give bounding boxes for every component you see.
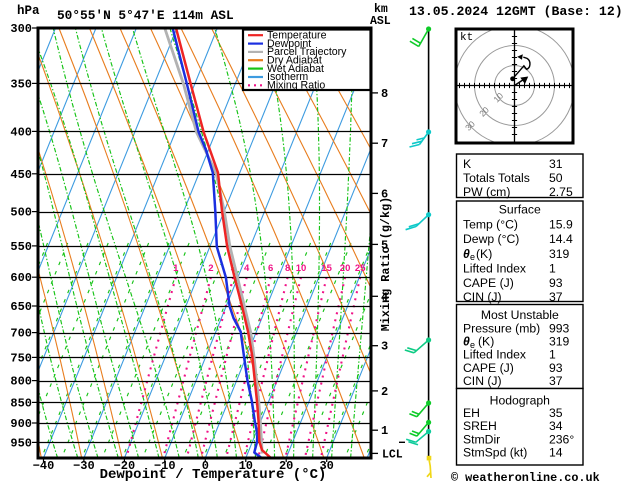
svg-text:700: 700 — [10, 327, 32, 341]
svg-text:800: 800 — [10, 375, 32, 389]
svg-text:8: 8 — [285, 263, 290, 274]
svg-text:31: 31 — [549, 157, 563, 171]
svg-text:14.4: 14.4 — [549, 232, 573, 246]
svg-text:Dewpoint: Dewpoint — [267, 38, 311, 50]
svg-text:4: 4 — [244, 263, 250, 274]
svg-text:EH: EH — [463, 406, 480, 420]
svg-text:−40: −40 — [33, 459, 55, 473]
svg-text:Lifted Index: Lifted Index — [463, 261, 526, 275]
svg-text:kt: kt — [460, 32, 473, 44]
svg-text:CAPE (J): CAPE (J) — [463, 276, 514, 290]
svg-text:500: 500 — [10, 206, 32, 220]
svg-text:50: 50 — [549, 171, 563, 185]
svg-text:ASL: ASL — [370, 15, 391, 28]
svg-text:Temp (°C): Temp (°C) — [463, 217, 518, 231]
svg-text:50°55'N 5°47'E 114m ASL: 50°55'N 5°47'E 114m ASL — [57, 8, 234, 23]
svg-text:K: K — [463, 157, 471, 171]
svg-text:15: 15 — [321, 263, 332, 274]
svg-text:300: 300 — [10, 22, 32, 36]
svg-text:37: 37 — [549, 374, 563, 388]
svg-text:3: 3 — [381, 340, 388, 354]
svg-text:Lifted Index: Lifted Index — [463, 348, 526, 362]
svg-text:Temperature: Temperature — [267, 29, 327, 41]
svg-text:6: 6 — [381, 187, 388, 201]
svg-text:7: 7 — [381, 137, 388, 151]
svg-text:Parcel Trajectory: Parcel Trajectory — [267, 46, 347, 58]
svg-text:37: 37 — [549, 290, 563, 304]
svg-text:© weatheronline.co.uk: © weatheronline.co.uk — [451, 471, 600, 485]
svg-text:2.75: 2.75 — [549, 185, 573, 199]
svg-text:Pressure (mb): Pressure (mb) — [463, 321, 540, 335]
svg-text:LCL: LCL — [382, 448, 403, 461]
svg-text:20: 20 — [340, 263, 351, 274]
svg-text:13.05.2024 12GMT (Base: 12): 13.05.2024 12GMT (Base: 12) — [409, 4, 623, 19]
svg-text:hPa: hPa — [17, 4, 40, 18]
svg-text:650: 650 — [10, 300, 32, 314]
svg-text:Surface: Surface — [499, 203, 541, 217]
svg-text:10: 10 — [239, 459, 253, 473]
svg-text:993: 993 — [549, 321, 570, 335]
svg-text:450: 450 — [10, 168, 32, 182]
svg-text:θ: θ — [463, 247, 470, 261]
svg-text:StmSpd (kt): StmSpd (kt) — [463, 446, 527, 460]
svg-text:0: 0 — [202, 459, 209, 473]
svg-text:1: 1 — [173, 263, 179, 274]
svg-text:StmDir: StmDir — [463, 432, 500, 446]
svg-text:93: 93 — [549, 276, 563, 290]
svg-text:1: 1 — [381, 424, 388, 438]
svg-text:400: 400 — [10, 125, 32, 139]
svg-text:600: 600 — [10, 271, 32, 285]
svg-text:PW (cm): PW (cm) — [463, 185, 510, 199]
svg-text:20: 20 — [279, 459, 293, 473]
svg-text:km: km — [374, 3, 388, 16]
svg-text:350: 350 — [10, 77, 32, 91]
svg-text:15.9: 15.9 — [549, 217, 573, 231]
svg-text:SREH: SREH — [463, 419, 497, 433]
svg-text:850: 850 — [10, 396, 32, 410]
svg-text:14: 14 — [549, 446, 563, 460]
svg-text:e: e — [470, 340, 475, 350]
svg-text:750: 750 — [10, 351, 32, 365]
svg-text:Mixing Ratio (g/kg): Mixing Ratio (g/kg) — [379, 197, 393, 332]
svg-text:CAPE (J): CAPE (J) — [463, 361, 514, 375]
svg-text:CIN (J): CIN (J) — [463, 374, 502, 388]
svg-text:236°: 236° — [549, 432, 574, 446]
svg-text:10: 10 — [296, 263, 307, 274]
svg-text:(K): (K) — [478, 335, 494, 349]
svg-text:25: 25 — [355, 263, 366, 274]
svg-text:Totals Totals: Totals Totals — [463, 171, 530, 185]
svg-text:6: 6 — [268, 263, 273, 274]
svg-text:4: 4 — [381, 290, 388, 304]
svg-text:θ: θ — [463, 335, 470, 349]
svg-text:Dewpoint / Temperature (°C): Dewpoint / Temperature (°C) — [100, 467, 327, 483]
svg-text:e: e — [470, 252, 475, 262]
svg-text:Isotherm: Isotherm — [267, 71, 308, 83]
svg-text:93: 93 — [549, 361, 563, 375]
svg-text:−20: −20 — [114, 459, 136, 473]
svg-text:900: 900 — [10, 417, 32, 431]
svg-text:30: 30 — [319, 459, 333, 473]
svg-text:Dewp (°C): Dewp (°C) — [463, 232, 519, 246]
svg-text:Dry Adiabat: Dry Adiabat — [267, 55, 322, 67]
svg-text:Wet Adiabat: Wet Adiabat — [267, 63, 324, 75]
svg-text:35: 35 — [549, 406, 563, 420]
svg-text:2: 2 — [208, 263, 213, 274]
svg-text:(K): (K) — [476, 247, 492, 261]
svg-text:319: 319 — [549, 247, 570, 261]
svg-text:8: 8 — [381, 87, 388, 101]
svg-text:34: 34 — [549, 419, 563, 433]
svg-text:−30: −30 — [73, 459, 95, 473]
svg-text:Mixing Ratio: Mixing Ratio — [267, 80, 325, 92]
svg-text:1: 1 — [549, 261, 556, 275]
svg-text:CIN (J): CIN (J) — [463, 290, 502, 304]
svg-text:Hodograph: Hodograph — [490, 393, 550, 407]
svg-text:Most Unstable: Most Unstable — [481, 308, 559, 322]
svg-text:550: 550 — [10, 240, 32, 254]
svg-text:2: 2 — [381, 385, 388, 399]
svg-text:950: 950 — [10, 436, 32, 450]
svg-text:−10: −10 — [154, 459, 176, 473]
svg-text:319: 319 — [549, 335, 570, 349]
svg-text:1: 1 — [549, 348, 556, 362]
svg-text:5: 5 — [381, 238, 388, 252]
